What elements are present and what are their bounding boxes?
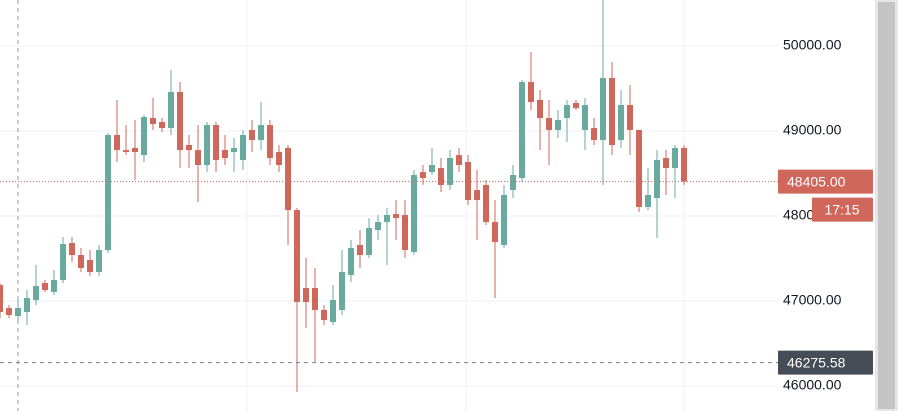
candle-body (663, 158, 669, 169)
candle-body (375, 222, 381, 231)
candle-body (240, 134, 246, 160)
candle-body (366, 227, 372, 256)
candle-body (159, 121, 165, 129)
candle-body (330, 299, 336, 322)
candle-body (339, 272, 345, 311)
candle-body (465, 162, 471, 201)
candle-body (0, 285, 3, 313)
candle-body (492, 222, 498, 243)
candles (0, 0, 687, 393)
candle-body (573, 103, 579, 109)
candle-body (474, 189, 480, 201)
candle-body (24, 298, 30, 313)
candle-body (150, 117, 156, 125)
candle-body (312, 287, 318, 311)
candle-body (411, 175, 417, 253)
candle-body (195, 150, 201, 165)
candle-body (267, 125, 273, 159)
last-price-box (778, 169, 873, 194)
candle-body (537, 99, 543, 118)
candle-body (501, 195, 507, 245)
candle-body (564, 104, 570, 118)
candle-body (87, 260, 93, 273)
candle-body (528, 82, 534, 103)
candle-body (618, 104, 624, 141)
crosshair-price-label: 46275.58 (787, 354, 846, 370)
candle-body (231, 147, 237, 152)
candle-body (447, 158, 453, 185)
candle-body (132, 147, 138, 152)
candle-body (33, 286, 39, 300)
countdown-box (812, 197, 873, 222)
candle-body (519, 82, 525, 179)
candle-body (168, 91, 174, 129)
candle-body (393, 214, 399, 219)
candle-body (123, 150, 129, 152)
candle-body (546, 117, 552, 130)
candle-body (348, 248, 354, 275)
candle-body (438, 168, 444, 185)
candle-body (222, 150, 228, 159)
candle-body (258, 125, 264, 141)
candle-body (213, 125, 219, 160)
candle-body (591, 128, 597, 141)
candle-body (321, 310, 327, 321)
candle-body (249, 129, 255, 141)
candle-body (555, 120, 561, 130)
candle-body (609, 78, 615, 146)
candle-body (60, 244, 66, 281)
candle-body (582, 104, 588, 130)
y-tick-label: 46000.00 (783, 377, 842, 393)
candle-body (681, 147, 687, 182)
overlay: 46000.0047000.0048000.0049000.0050000.00… (0, 37, 873, 393)
candle-body (294, 210, 300, 303)
candle-body (141, 116, 147, 156)
candle-body (636, 129, 642, 207)
candle-body (654, 159, 660, 199)
candle-body (51, 280, 57, 292)
candle-body (483, 184, 489, 223)
candle-body (96, 250, 102, 273)
scrollbar-thumb[interactable] (878, 2, 895, 409)
y-tick-label: 47000.00 (783, 292, 842, 308)
candle-body (303, 287, 309, 303)
candle-body (78, 255, 84, 269)
candle-body (402, 214, 408, 251)
candle-body (627, 104, 633, 130)
candle-body (6, 308, 12, 316)
candle-body (672, 147, 678, 169)
y-tick-label: 49000.00 (783, 122, 842, 138)
candle-body (114, 134, 120, 151)
candle-body (420, 172, 426, 179)
candle-body (645, 195, 651, 207)
y-tick-label: 50000.00 (783, 37, 842, 53)
candle-body (204, 125, 210, 165)
last-price-label: 48405.00 (787, 173, 846, 189)
countdown-label: 17:15 (824, 201, 859, 217)
candle-body (429, 164, 435, 173)
candle-body (42, 282, 48, 291)
candle-body (69, 243, 75, 256)
candle-body (357, 244, 363, 256)
candle-body (510, 175, 516, 190)
candle-body (186, 145, 192, 151)
candle-body (177, 91, 183, 151)
candle-body (285, 147, 291, 211)
candle-body (15, 308, 21, 317)
candle-body (384, 214, 390, 223)
candle-body (105, 134, 111, 251)
candle-body (600, 78, 606, 141)
candle-body (276, 151, 282, 165)
candle-body (456, 155, 462, 165)
crosshair-price-box (778, 350, 873, 375)
